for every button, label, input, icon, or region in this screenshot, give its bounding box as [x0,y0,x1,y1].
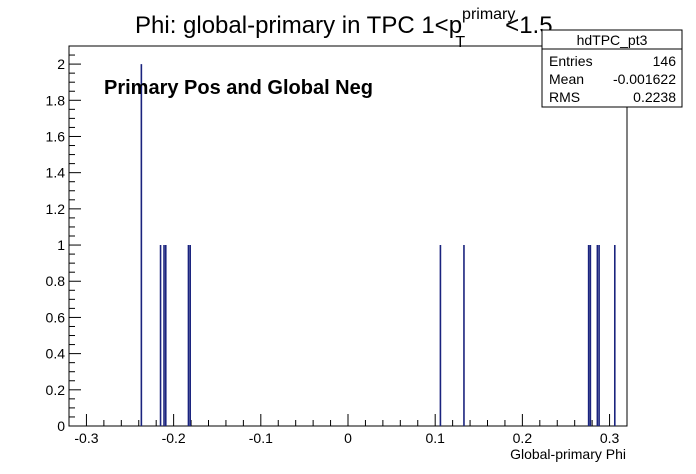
y-tick-label: 0.8 [46,273,66,289]
y-tick-label: 0.6 [46,309,66,325]
chart-title-sup: primary [462,6,515,23]
y-tick-label: 0.4 [46,346,66,362]
y-tick-label: 1.6 [46,128,66,144]
stats-box-frame [541,29,683,108]
y-tick-label: 1.8 [46,92,66,108]
x-axis-label: Global-primary Phi [510,446,626,462]
x-tick-label: -0.2 [162,430,186,446]
stats-box-title: hdTPC_pt3 [577,32,648,48]
y-tick-label: 2 [57,56,65,72]
stats-entries-value: 146 [653,53,677,69]
stats-rms-label: RMS [549,89,580,105]
histogram-bars [140,64,616,426]
chart-title-main: Phi: global-primary in TPC 1<p [135,12,462,39]
stats-mean-label: Mean [549,71,584,87]
chart-title: Phi: global-primary in TPC 1<pprimary T<1… [135,6,553,51]
y-tick-label: 0.2 [46,382,66,398]
y-tick-label: 1.2 [46,201,66,217]
stats-mean-value: -0.001622 [613,71,676,87]
x-tick-label: 0.3 [600,430,620,446]
stats-box: hdTPC_pt3 Entries 146 Mean -0.001622 RMS… [541,29,683,108]
x-tick-label: -0.1 [249,430,273,446]
x-tick-label: 0.2 [513,430,533,446]
plot-annotation: Primary Pos and Global Neg [104,77,373,99]
chart-title-sub: T [455,34,465,51]
y-tick-label: 1 [57,237,65,253]
x-tick-label: -0.3 [74,430,98,446]
y-axis: 0 0.2 0.4 0.6 0.8 1 1.2 1.4 1.6 1.8 2 [46,45,81,434]
y-tick-label: 1.4 [46,165,66,181]
stats-entries-label: Entries [549,53,593,69]
x-tick-label: 0.1 [425,430,445,446]
y-tick-label: 0 [57,418,65,434]
stats-rms-value: 0.2238 [633,89,676,105]
x-tick-label: 0 [344,430,352,446]
x-axis: -0.3 -0.2 -0.1 0 0.1 0.2 0.3 [68,414,628,446]
